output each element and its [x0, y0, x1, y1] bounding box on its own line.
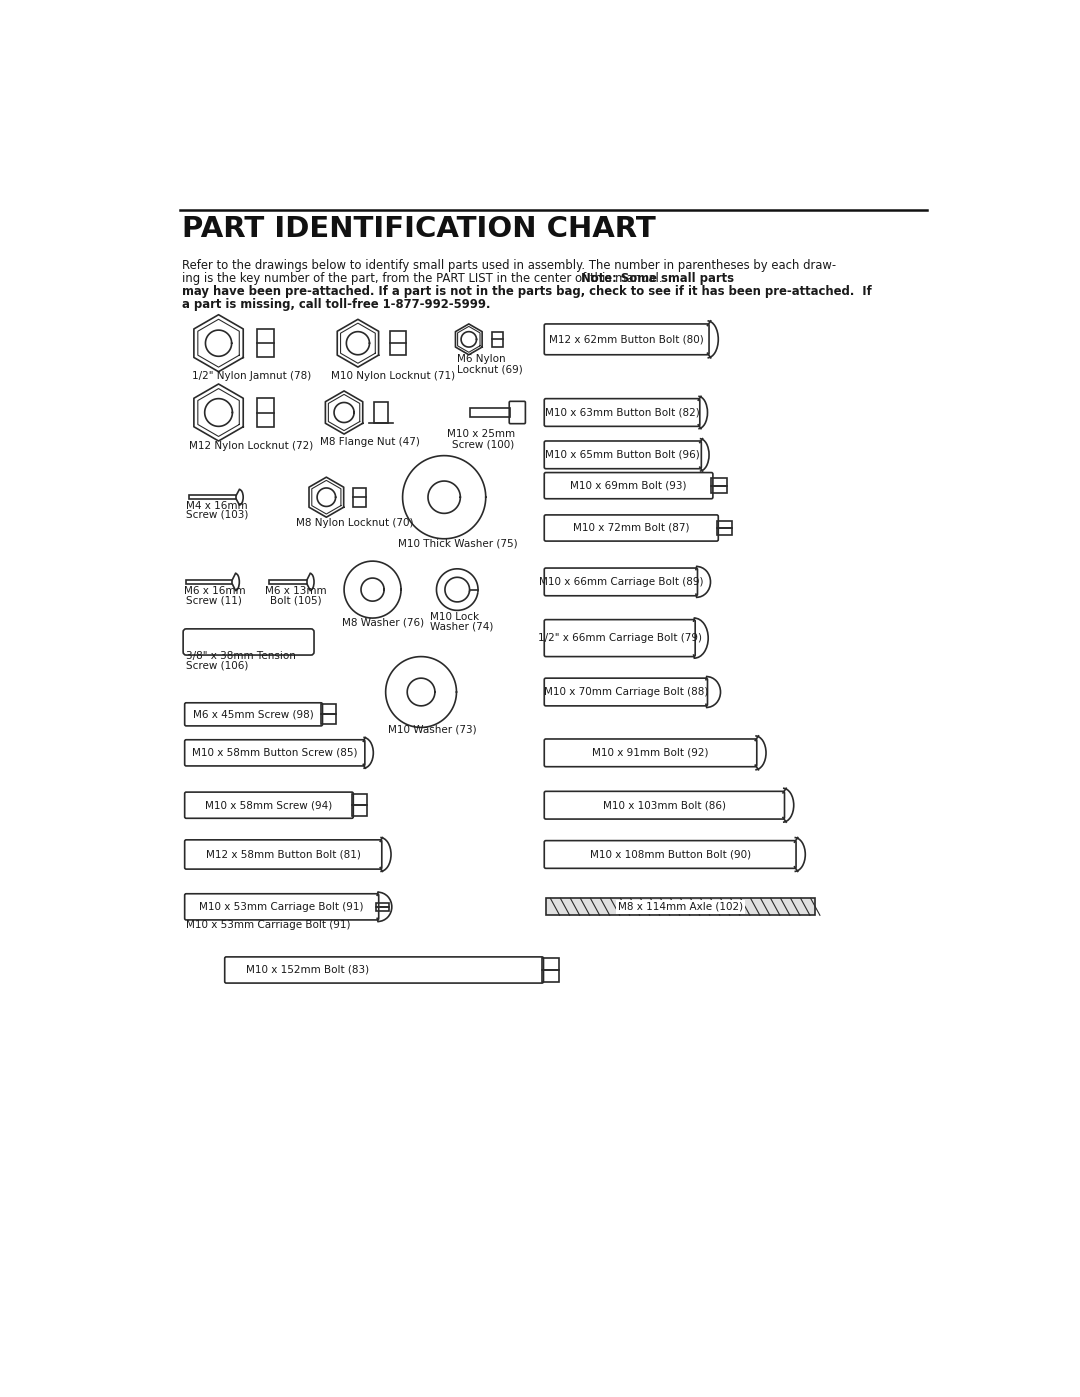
Bar [189, 496, 237, 499]
Text: Screw (106): Screw (106) [186, 661, 248, 671]
Text: M10 x 58mm Button Screw (85): M10 x 58mm Button Screw (85) [192, 747, 357, 757]
Text: M10 x 72mm Bolt (87): M10 x 72mm Bolt (87) [573, 522, 689, 534]
Text: 1/2" Nylon Jamnut (78): 1/2" Nylon Jamnut (78) [191, 372, 311, 381]
Text: M10 x 108mm Button Bolt (90): M10 x 108mm Button Bolt (90) [590, 849, 751, 859]
Bar [353, 488, 366, 507]
Bar [186, 580, 232, 584]
Text: M6 Nylon: M6 Nylon [457, 355, 505, 365]
Text: M10 Lock: M10 Lock [430, 612, 480, 623]
Text: M10 x 152mm Bolt (83): M10 x 152mm Bolt (83) [245, 965, 368, 975]
Text: M4 x 16mm: M4 x 16mm [186, 500, 247, 511]
Text: M10 x 58mm Screw (94): M10 x 58mm Screw (94) [205, 800, 333, 810]
Bar [376, 907, 390, 911]
Text: PART IDENTIFICATION CHART: PART IDENTIFICATION CHART [183, 215, 657, 243]
Bar [712, 486, 727, 493]
Text: M8 Washer (76): M8 Washer (76) [341, 617, 423, 627]
Bar [352, 795, 367, 805]
Bar [491, 331, 502, 346]
Text: M10 Nylon Locknut (71): M10 Nylon Locknut (71) [330, 372, 455, 381]
Text: M10 Thick Washer (75): M10 Thick Washer (75) [397, 538, 517, 549]
Bar [542, 970, 558, 982]
Bar [352, 805, 367, 816]
Text: 3/8" x 38mm Tension: 3/8" x 38mm Tension [186, 651, 296, 661]
Text: M6 x 13mm: M6 x 13mm [265, 587, 326, 597]
Text: M6 x 45mm Screw (98): M6 x 45mm Screw (98) [193, 710, 314, 719]
Text: M10 x 103mm Bolt (86): M10 x 103mm Bolt (86) [603, 800, 726, 810]
Text: M8 Flange Nut (47): M8 Flange Nut (47) [320, 437, 420, 447]
Text: Locknut (69): Locknut (69) [457, 365, 523, 374]
Text: Bolt (105): Bolt (105) [270, 595, 322, 605]
Text: 1/2" x 66mm Carriage Bolt (79): 1/2" x 66mm Carriage Bolt (79) [538, 633, 702, 643]
Bar [471, 408, 511, 418]
Text: M10 Washer (73): M10 Washer (73) [388, 725, 476, 735]
Text: M12 x 62mm Button Bolt (80): M12 x 62mm Button Bolt (80) [550, 334, 704, 344]
Bar [717, 528, 732, 535]
Bar [321, 714, 336, 725]
Text: M10 x 70mm Carriage Bolt (88): M10 x 70mm Carriage Bolt (88) [543, 687, 708, 697]
Text: M10 x 91mm Bolt (92): M10 x 91mm Bolt (92) [592, 747, 708, 757]
Text: Screw (103): Screw (103) [186, 510, 248, 520]
Text: M10 x 65mm Button Bolt (96): M10 x 65mm Button Bolt (96) [545, 450, 700, 460]
Bar [390, 331, 406, 355]
Bar [257, 398, 274, 426]
Text: M10 x 66mm Carriage Bolt (89): M10 x 66mm Carriage Bolt (89) [539, 577, 703, 587]
Text: Note: Some small parts: Note: Some small parts [581, 271, 734, 285]
Text: may have been pre-attached. If a part is not in the parts bag, check to see if i: may have been pre-attached. If a part is… [183, 285, 873, 298]
Text: M12 x 58mm Button Bolt (81): M12 x 58mm Button Bolt (81) [206, 849, 361, 859]
Bar [374, 402, 388, 423]
Text: M8 Nylon Locknut (70): M8 Nylon Locknut (70) [296, 518, 413, 528]
Bar [257, 328, 274, 358]
Text: M6 x 16mm: M6 x 16mm [184, 587, 245, 597]
Bar [376, 902, 390, 907]
Bar [717, 521, 732, 528]
Bar [712, 478, 727, 486]
Bar [321, 704, 336, 714]
Text: Refer to the drawings below to identify small parts used in assembly. The number: Refer to the drawings below to identify … [183, 258, 837, 271]
Text: ing is the key number of the part, from the PART LIST in the center of this manu: ing is the key number of the part, from … [183, 271, 666, 285]
Text: M10 x 53mm Carriage Bolt (91): M10 x 53mm Carriage Bolt (91) [186, 921, 351, 930]
Text: a part is missing, call toll-free 1-877-992-5999.: a part is missing, call toll-free 1-877-… [183, 298, 490, 310]
Text: M12 Nylon Locknut (72): M12 Nylon Locknut (72) [189, 440, 313, 451]
Text: M10 x 69mm Bolt (93): M10 x 69mm Bolt (93) [570, 481, 687, 490]
Bar [269, 580, 307, 584]
Text: Washer (74): Washer (74) [430, 622, 494, 631]
Bar [545, 898, 815, 915]
Bar [542, 958, 558, 970]
Text: Screw (100): Screw (100) [451, 439, 514, 450]
Text: M10 x 25mm: M10 x 25mm [447, 429, 515, 439]
Text: M10 x 63mm Button Bolt (82): M10 x 63mm Button Bolt (82) [544, 408, 700, 418]
Text: M8 x 114mm Axle (102): M8 x 114mm Axle (102) [618, 902, 743, 912]
Text: M10 x 53mm Carriage Bolt (91): M10 x 53mm Carriage Bolt (91) [200, 902, 364, 912]
Text: Screw (11): Screw (11) [186, 595, 242, 605]
